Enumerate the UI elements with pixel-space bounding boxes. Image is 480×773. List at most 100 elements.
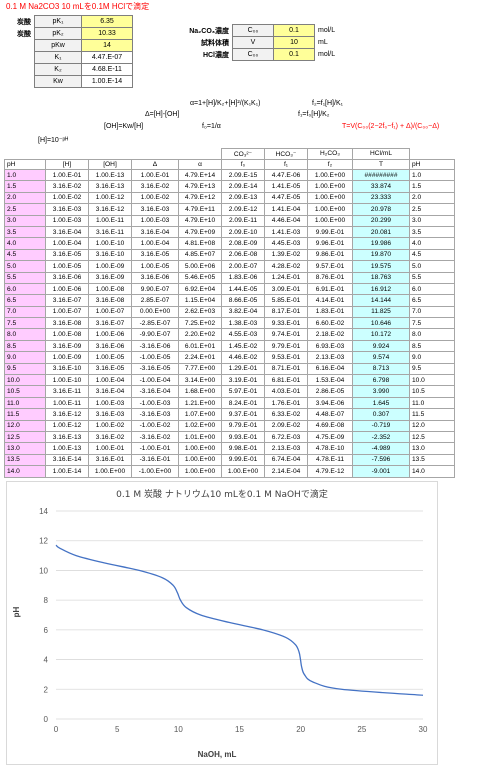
titration-curve	[55, 544, 424, 696]
chart-svg: 0.1 M 炭酸 ナトリウム10 mLを0.1 M NaOHで滴定 0 2 4 6 8 1…	[12, 488, 428, 759]
chart-ylabel: pH	[12, 606, 21, 617]
table-cell: 18.763	[352, 271, 410, 284]
table-cell: 6.91.E-01	[307, 282, 353, 296]
constant-group	[12, 76, 35, 88]
table-cell: 1.00.E-02	[88, 419, 132, 433]
table-row: 3.0 1.00.E-03 1.00.E-11 1.00.E-03 4.79.E+10 2…	[4, 214, 455, 227]
table-cell: 6.60.E-02	[307, 317, 353, 330]
condition-label: HCl濃度	[202, 51, 229, 59]
condition-value[interactable]: 0.1	[273, 48, 315, 61]
condition-value[interactable]: 10	[273, 36, 315, 49]
table-cell: 3.16.E-05	[88, 362, 132, 376]
table-cell: 1.00.E+00	[307, 203, 353, 216]
table-subheader: HCO₃⁻	[264, 148, 308, 160]
constant-label: Kw	[34, 75, 82, 88]
constant-row: K₂ 4.68.E-11	[12, 63, 133, 76]
x-tick-label: 30	[419, 725, 428, 734]
table-cell: 3.16.E-10	[45, 362, 89, 376]
condition-symbol: C₀₀	[232, 24, 274, 37]
table-cell: 5.5	[4, 271, 46, 284]
table-cell: 1.0	[4, 168, 46, 182]
table-cell: 1.00.E+00	[88, 465, 132, 478]
chart-title: 0.1 M 炭酸 ナトリウム10 mLを0.1 M NaOHで滴定	[116, 488, 328, 500]
table-cell: 1.00.E-01	[131, 168, 179, 182]
constant-value[interactable]: 14	[81, 39, 133, 52]
table-row: 5.0 1.00.E-05 1.00.E-09 1.00.E-05 5.00.E+06 2…	[4, 260, 455, 273]
table-cell: 4.78.E-10	[307, 442, 353, 455]
formula-alpha: α=1+[H]/K₂+[H]²/(K₁K₁)	[190, 100, 261, 107]
table-row: 4.5 3.16.E-05 3.16.E-10 3.16.E-05 4.85.E+07 2…	[4, 248, 455, 262]
constant-value[interactable]: 6.35	[81, 15, 133, 28]
table-cell: 9.74.E-01	[264, 328, 308, 341]
table-cell: 20.299	[352, 214, 410, 227]
table-cell: -1.00.E-02	[131, 419, 179, 433]
table-cell: 3.16.E-06	[45, 271, 89, 284]
table-cell: 6.92.E+04	[178, 282, 222, 296]
table-cell: 2.18.E-02	[307, 328, 353, 341]
table-cell: 1.00.E-07	[88, 305, 132, 319]
table-cell: -1.00.E-05	[131, 351, 179, 364]
table-cell: 4.5	[409, 248, 455, 262]
condition-label: 試料体積	[201, 39, 229, 47]
table-row: 7.5 3.16.E-08 3.16.E-07 -2.85.E-07 7.25.E+02…	[4, 317, 455, 330]
constant-row: 炭酸 pK₂ 10.33	[12, 27, 133, 40]
table-cell: 3.16.E-01	[88, 453, 132, 467]
table-row: 3.5 3.16.E-04 3.16.E-11 3.16.E-04 4.79.E+09 2…	[4, 225, 455, 239]
table-cell: 9.0	[409, 351, 455, 364]
table-row: 2.5 3.16.E-03 3.16.E-12 3.16.E-03 4.79.E+11 2…	[4, 203, 455, 216]
table-cell: 4.85.E+07	[178, 248, 222, 262]
table-cell: 8.713	[352, 362, 410, 376]
x-tick-label: 5	[115, 725, 120, 734]
table-subheader: HCl/mL	[352, 148, 410, 160]
table-cell: 2.09.E-02	[264, 419, 308, 433]
table-cell: 8.0	[409, 328, 455, 341]
condition-unit: mL	[318, 39, 328, 46]
table-cell: 14.0	[4, 465, 46, 478]
table-cell: 6.33.E-02	[264, 408, 308, 421]
table-cell: -7.596	[352, 453, 410, 467]
table-row: 10.0 1.00.E-10 1.00.E-04 -1.00.E-04 3.14.E+0…	[4, 374, 455, 387]
table-cell: -1.00.E+00	[131, 465, 179, 478]
table-subheader: CO₃²⁻	[221, 148, 265, 160]
table-cell: 1.00.E-06	[45, 282, 89, 296]
table-cell: 3.14.E+00	[178, 374, 222, 387]
table-header: pH	[4, 158, 46, 170]
constants-table: 炭酸 pK₁ 6.35 炭酸 pK₂ 10.33 pKw 14 K₁ 4.47.E-07 K₂ 4.6…	[12, 15, 133, 88]
constant-group: 炭酸	[17, 30, 31, 38]
table-cell: 2.0	[4, 191, 46, 205]
table-cell: 5.5	[409, 271, 455, 284]
table-cell: -3.16.E-01	[131, 453, 179, 467]
table-cell: 3.16.E-06	[88, 339, 132, 353]
table-cell: 14.0	[409, 465, 455, 478]
chart-gridlines	[56, 510, 423, 720]
table-cell: 11.0	[409, 396, 455, 410]
table-cell: 9.57.E-01	[307, 260, 353, 273]
table-cell: 8.5	[409, 339, 455, 353]
table-subheader	[132, 149, 179, 160]
table-cell: 1.00.E+00	[178, 442, 222, 455]
condition-unit: mol/L	[318, 27, 336, 34]
table-cell: 2.00.E-07	[221, 260, 265, 273]
table-row: 9.5 3.16.E-10 3.16.E-05 -3.16.E-05 7.77.E+00…	[4, 362, 455, 376]
table-cell: 2.20.E+02	[178, 328, 222, 341]
table-cell: 1.00.E-09	[88, 260, 132, 273]
table-cell: 2.09.E-12	[221, 203, 265, 216]
table-cell: 1.38.E-03	[221, 317, 265, 330]
table-row: 13.5 3.16.E-14 3.16.E-01 -3.16.E-01 1.00.E+0…	[4, 453, 455, 467]
table-cell: 23.333	[352, 191, 410, 205]
table-cell: 3.16.E-06	[131, 271, 179, 284]
table-cell: 2.09.E-15	[221, 168, 265, 182]
table-cell: 13.5	[409, 453, 455, 467]
table-cell: 2.09.E-13	[221, 191, 265, 205]
constant-value[interactable]: 10.33	[81, 27, 133, 40]
condition-unit: mol/L	[318, 51, 336, 58]
table-row: 2.0 1.00.E-02 1.00.E-12 1.00.E-02 4.79.E+12 2…	[4, 191, 455, 205]
table-row: 1.5 3.16.E-02 3.16.E-13 3.16.E-02 4.79.E+13 2…	[4, 180, 455, 193]
condition-label: Na₂CO₃濃度	[189, 27, 229, 35]
table-cell: 1.45.E-02	[221, 339, 265, 353]
table-row: 5.5 3.16.E-06 3.16.E-09 3.16.E-06 5.46.E+05 1…	[4, 271, 455, 284]
condition-symbol: V	[232, 36, 274, 49]
condition-value[interactable]: 0.1	[273, 24, 315, 37]
table-cell: 20.978	[352, 203, 410, 216]
table-row: 1.0 1.00.E-01 1.00.E-13 1.00.E-01 4.79.E+14 2…	[4, 168, 455, 182]
